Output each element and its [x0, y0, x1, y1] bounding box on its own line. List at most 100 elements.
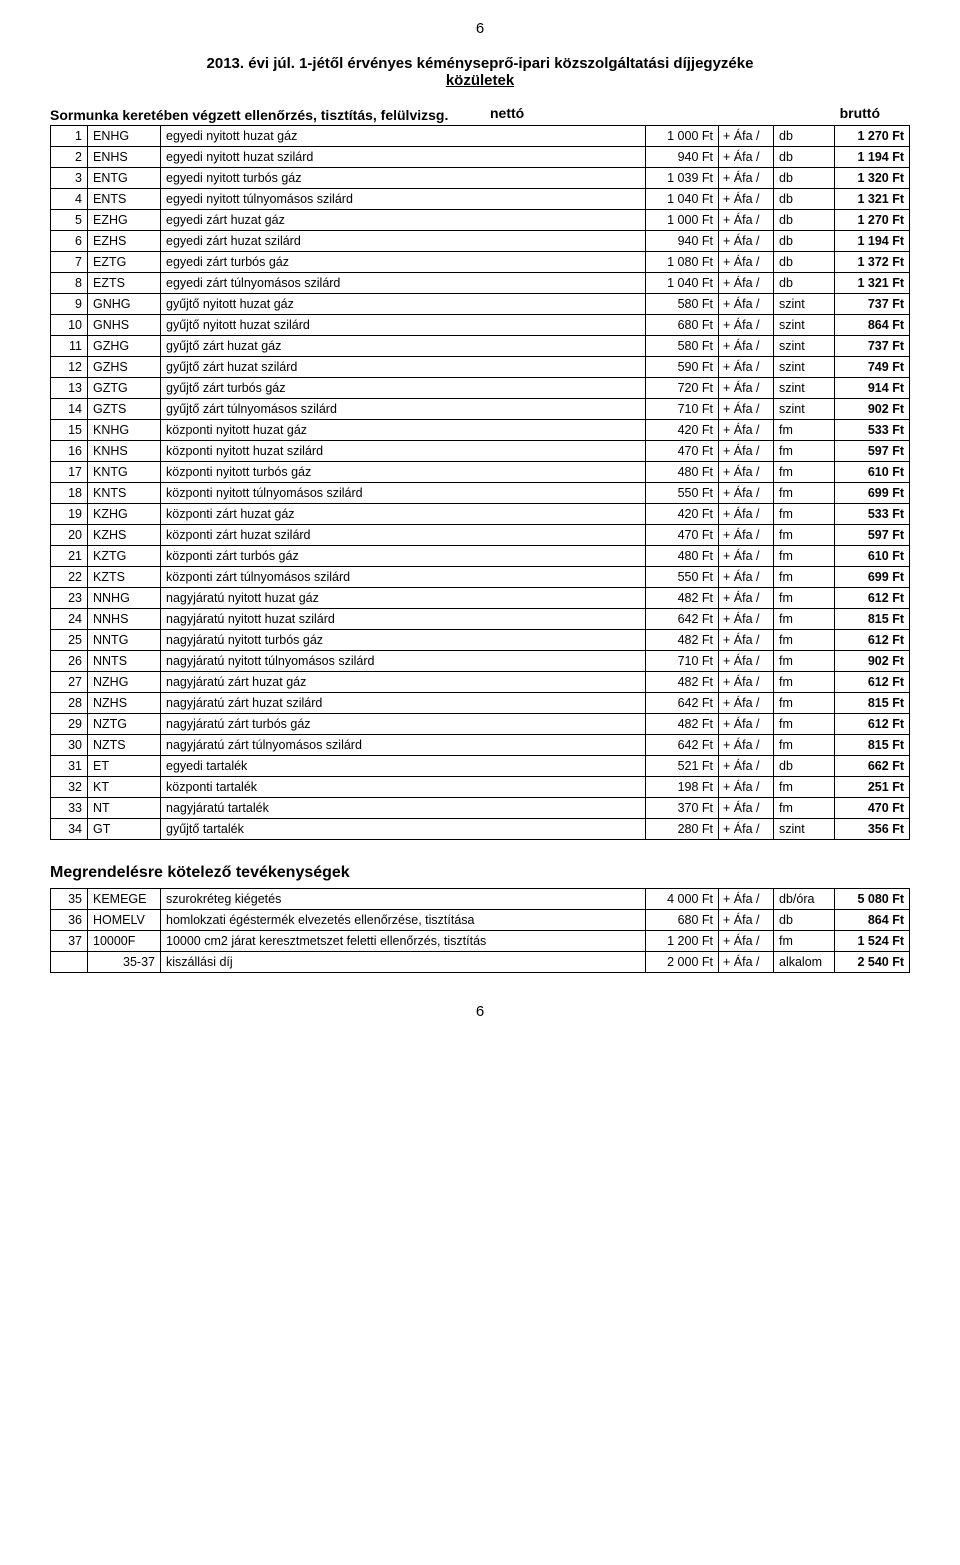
row-netto: 482 Ft: [646, 588, 719, 609]
row-code: EZTG: [88, 252, 161, 273]
row-description: nagyjáratú zárt turbós gáz: [161, 714, 646, 735]
row-brutto: 1 372 Ft: [835, 252, 910, 273]
row-brutto: 5 080 Ft: [835, 889, 910, 910]
row-afa: + Áfa /: [719, 462, 774, 483]
table-row: 23NNHGnagyjáratú nyitott huzat gáz482 Ft…: [51, 588, 910, 609]
row-netto: 280 Ft: [646, 819, 719, 840]
row-unit: szint: [774, 315, 835, 336]
row-description: gyűjtő zárt turbós gáz: [161, 378, 646, 399]
page-number-top: 6: [50, 20, 910, 37]
netto-header: nettó: [490, 105, 524, 121]
row-description: központi zárt túlnyomásos szilárd: [161, 567, 646, 588]
row-description: nagyjáratú nyitott huzat gáz: [161, 588, 646, 609]
row-code: KZTG: [88, 546, 161, 567]
row-unit: szint: [774, 819, 835, 840]
row-number: 19: [51, 504, 88, 525]
row-code: GNHG: [88, 294, 161, 315]
row-unit: szint: [774, 357, 835, 378]
row-code: KZTS: [88, 567, 161, 588]
row-code: ENHS: [88, 147, 161, 168]
row-unit: fm: [774, 483, 835, 504]
row-brutto: 470 Ft: [835, 798, 910, 819]
row-code: KZHG: [88, 504, 161, 525]
row-description: 10000 cm2 járat keresztmetszet feletti e…: [161, 931, 646, 952]
row-code: NNTG: [88, 630, 161, 651]
row-code: NNTS: [88, 651, 161, 672]
row-netto: 420 Ft: [646, 420, 719, 441]
document-subtitle: közületek: [50, 72, 910, 89]
row-afa: + Áfa /: [719, 231, 774, 252]
row-unit: db: [774, 252, 835, 273]
row-description: gyűjtő zárt huzat szilárd: [161, 357, 646, 378]
row-unit: fm: [774, 714, 835, 735]
row-description: egyedi tartalék: [161, 756, 646, 777]
row-unit: fm: [774, 567, 835, 588]
row-netto: 710 Ft: [646, 651, 719, 672]
row-netto: 940 Ft: [646, 147, 719, 168]
row-description: nagyjáratú zárt huzat gáz: [161, 672, 646, 693]
row-unit: db: [774, 126, 835, 147]
row-number: 10: [51, 315, 88, 336]
row-netto: 370 Ft: [646, 798, 719, 819]
row-netto: 710 Ft: [646, 399, 719, 420]
row-unit: db: [774, 147, 835, 168]
table-row: 24NNHSnagyjáratú nyitott huzat szilárd64…: [51, 609, 910, 630]
row-brutto: 2 540 Ft: [835, 952, 910, 973]
row-description: szurokréteg kiégetés: [161, 889, 646, 910]
table-row: 8EZTSegyedi zárt túlnyomásos szilárd1 04…: [51, 273, 910, 294]
row-description: központi tartalék: [161, 777, 646, 798]
row-number: 24: [51, 609, 88, 630]
row-netto: 480 Ft: [646, 546, 719, 567]
row-afa: + Áfa /: [719, 189, 774, 210]
row-afa: + Áfa /: [719, 546, 774, 567]
row-netto: 1 200 Ft: [646, 931, 719, 952]
row-number: 17: [51, 462, 88, 483]
table-row: 19KZHGközponti zárt huzat gáz420 Ft+ Áfa…: [51, 504, 910, 525]
row-code: GZTG: [88, 378, 161, 399]
row-code: GZTS: [88, 399, 161, 420]
row-number: 26: [51, 651, 88, 672]
row-netto: 198 Ft: [646, 777, 719, 798]
row-description: homlokzati égéstermék elvezetés ellenőrz…: [161, 910, 646, 931]
row-afa: + Áfa /: [719, 252, 774, 273]
row-afa: + Áfa /: [719, 420, 774, 441]
row-unit: fm: [774, 777, 835, 798]
row-code: NZTG: [88, 714, 161, 735]
table-row: 1ENHGegyedi nyitott huzat gáz1 000 Ft+ Á…: [51, 126, 910, 147]
row-description: nagyjáratú nyitott turbós gáz: [161, 630, 646, 651]
row-number: 29: [51, 714, 88, 735]
price-table-1: 1ENHGegyedi nyitott huzat gáz1 000 Ft+ Á…: [50, 125, 910, 840]
row-unit: fm: [774, 462, 835, 483]
row-brutto: 356 Ft: [835, 819, 910, 840]
row-brutto: 699 Ft: [835, 567, 910, 588]
row-number: 11: [51, 336, 88, 357]
row-afa: + Áfa /: [719, 735, 774, 756]
table-row: 28NZHSnagyjáratú zárt huzat szilárd642 F…: [51, 693, 910, 714]
row-description: központi nyitott túlnyomásos szilárd: [161, 483, 646, 504]
table-row: 22KZTSközponti zárt túlnyomásos szilárd5…: [51, 567, 910, 588]
row-netto: 470 Ft: [646, 525, 719, 546]
row-unit: db: [774, 910, 835, 931]
row-description: egyedi nyitott turbós gáz: [161, 168, 646, 189]
table-row: 29NZTGnagyjáratú zárt turbós gáz482 Ft+ …: [51, 714, 910, 735]
row-code: KZHS: [88, 525, 161, 546]
row-description: gyűjtő zárt túlnyomásos szilárd: [161, 399, 646, 420]
row-description: kiszállási díj: [161, 952, 646, 973]
row-number: 8: [51, 273, 88, 294]
row-number: 1: [51, 126, 88, 147]
table-row: 32KTközponti tartalék198 Ft+ Áfa /fm251 …: [51, 777, 910, 798]
row-number: 7: [51, 252, 88, 273]
table-row: 26NNTSnagyjáratú nyitott túlnyomásos szi…: [51, 651, 910, 672]
table-row: 5EZHGegyedi zárt huzat gáz1 000 Ft+ Áfa …: [51, 210, 910, 231]
row-unit: fm: [774, 504, 835, 525]
row-number: 18: [51, 483, 88, 504]
row-netto: 580 Ft: [646, 294, 719, 315]
table-row: 15KNHGközponti nyitott huzat gáz420 Ft+ …: [51, 420, 910, 441]
row-code: KNTG: [88, 462, 161, 483]
row-unit: szint: [774, 399, 835, 420]
row-netto: 550 Ft: [646, 567, 719, 588]
row-netto: 1 000 Ft: [646, 126, 719, 147]
row-netto: 1 000 Ft: [646, 210, 719, 231]
row-afa: + Áfa /: [719, 126, 774, 147]
row-unit: fm: [774, 441, 835, 462]
